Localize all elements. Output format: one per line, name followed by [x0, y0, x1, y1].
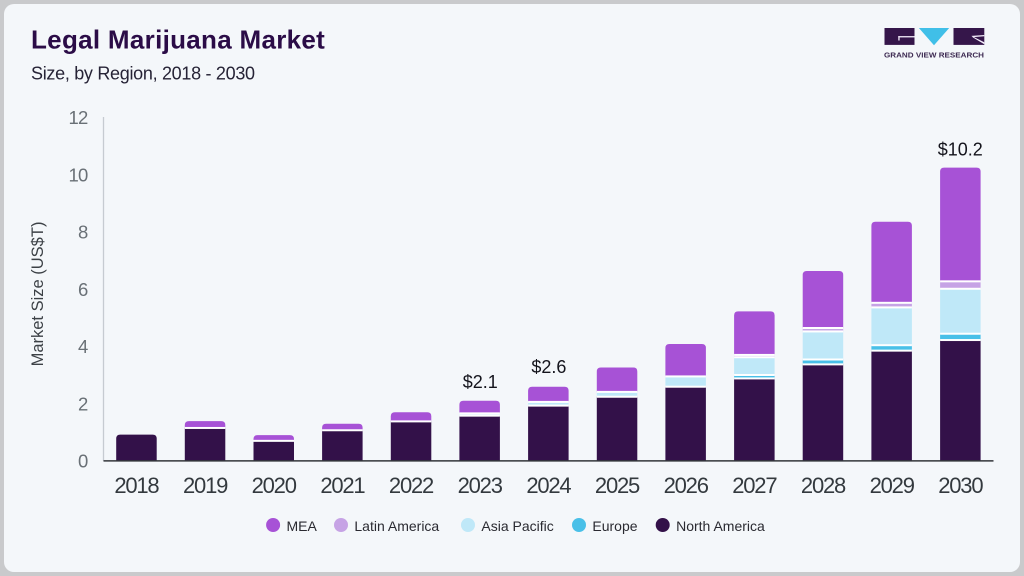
- svg-text:MEA: MEA: [287, 518, 318, 534]
- svg-text:0: 0: [78, 451, 88, 472]
- svg-text:North America: North America: [676, 518, 765, 534]
- svg-text:Latin America: Latin America: [354, 518, 439, 534]
- svg-text:8: 8: [78, 222, 88, 243]
- svg-text:GRAND VIEW RESEARCH: GRAND VIEW RESEARCH: [884, 51, 984, 60]
- svg-text:$2.6: $2.6: [531, 357, 566, 377]
- svg-text:2018: 2018: [114, 473, 159, 498]
- svg-text:2025: 2025: [595, 473, 640, 498]
- svg-text:2: 2: [78, 393, 88, 414]
- svg-text:2024: 2024: [526, 473, 571, 498]
- svg-text:Asia Pacific: Asia Pacific: [481, 518, 553, 534]
- svg-text:6: 6: [78, 279, 88, 300]
- svg-text:2027: 2027: [732, 473, 777, 498]
- svg-text:2022: 2022: [389, 473, 434, 498]
- svg-text:2020: 2020: [252, 473, 297, 498]
- svg-text:10: 10: [69, 164, 88, 185]
- svg-text:2030: 2030: [938, 473, 983, 498]
- svg-text:2026: 2026: [664, 473, 709, 498]
- svg-text:Market Size (US$T): Market Size (US$T): [29, 222, 47, 367]
- svg-text:Legal Marijuana Market: Legal Marijuana Market: [31, 25, 325, 55]
- svg-text:$10.2: $10.2: [938, 140, 983, 160]
- svg-text:Size, by Region, 2018 - 2030: Size, by Region, 2018 - 2030: [31, 64, 255, 84]
- svg-text:2029: 2029: [870, 473, 915, 498]
- svg-text:2028: 2028: [801, 473, 846, 498]
- svg-text:2019: 2019: [183, 473, 228, 498]
- svg-text:$2.1: $2.1: [463, 372, 498, 392]
- svg-text:4: 4: [78, 336, 88, 357]
- svg-text:12: 12: [69, 107, 88, 128]
- svg-text:2021: 2021: [320, 473, 365, 498]
- svg-text:Europe: Europe: [592, 518, 637, 534]
- svg-text:2023: 2023: [458, 473, 503, 498]
